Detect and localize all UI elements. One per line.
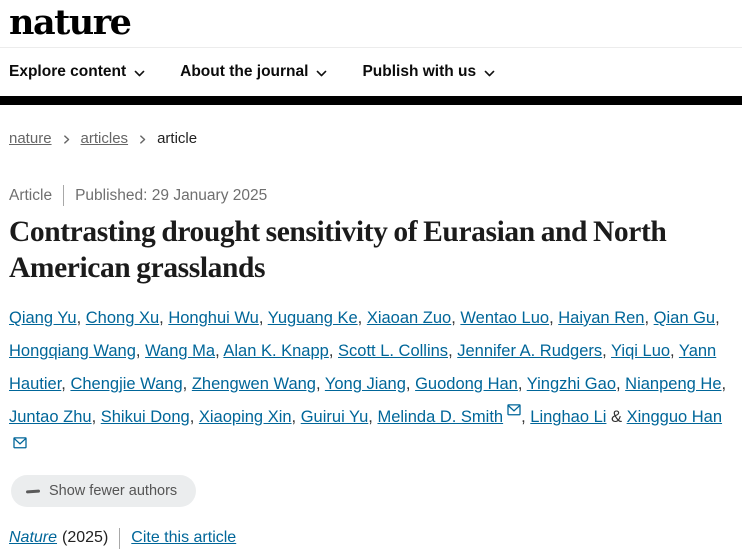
author-separator: , (451, 308, 461, 327)
author-separator: , (328, 341, 339, 360)
chevron-down-icon (483, 65, 496, 80)
chevron-down-icon (315, 65, 328, 80)
breadcrumb: nature articles article (0, 130, 742, 147)
author-separator: , (721, 374, 727, 393)
author-link[interactable]: Jennifer A. Rudgers (457, 341, 603, 360)
chevron-right-icon (61, 134, 72, 145)
author-link[interactable]: Chengjie Wang (70, 374, 183, 393)
author-link[interactable]: Yuguang Ke (267, 308, 358, 327)
author-list: Qiang Yu, Chong Xu, Honghui Wu, Yuguang … (0, 302, 736, 467)
author-separator: , (616, 374, 626, 393)
published-date: Published: 29 January 2025 (75, 186, 268, 204)
author-separator: , (291, 407, 301, 426)
author-separator: , (715, 308, 720, 327)
author-separator: & (606, 407, 627, 426)
author-separator: , (315, 374, 325, 393)
author-link[interactable]: Xiaoan Zuo (366, 308, 452, 327)
author-link[interactable]: Honghui Wu (168, 308, 259, 327)
author-link[interactable]: Melinda D. Smith (377, 407, 504, 426)
author-separator: , (258, 308, 268, 327)
citation-row: Nature (2025) Cite this article (0, 527, 742, 549)
author-link[interactable]: Guodong Han (415, 374, 518, 393)
chevron-right-icon (137, 134, 148, 145)
author-separator: , (521, 407, 531, 426)
author-link[interactable]: Zhengwen Wang (191, 374, 316, 393)
author-link[interactable]: Qian Gu (653, 308, 716, 327)
meta-divider (63, 185, 65, 206)
nav-about-the-journal[interactable]: About the journal (180, 63, 328, 81)
nav-explore-content[interactable]: Explore content (9, 63, 146, 81)
author-link[interactable]: Wang Ma (145, 341, 216, 360)
show-fewer-authors-button[interactable]: Show fewer authors (11, 474, 197, 507)
author-link[interactable]: Guirui Yu (300, 407, 369, 426)
author-link[interactable]: Xingguo Han (626, 407, 723, 426)
email-icon[interactable] (507, 404, 521, 416)
author-link[interactable]: Chong Xu (85, 308, 160, 327)
author-separator: , (602, 341, 612, 360)
author-separator: , (549, 308, 559, 327)
author-separator: , (159, 308, 169, 327)
nav-label: Publish with us (362, 63, 477, 80)
main-nav: Explore content About the journal Publis… (0, 48, 742, 96)
citation-divider (119, 527, 121, 549)
chevron-down-icon (133, 65, 146, 80)
author-link[interactable]: Qiang Yu (9, 308, 77, 327)
author-separator: , (135, 341, 146, 360)
breadcrumb-articles[interactable]: articles (80, 130, 129, 147)
page-title: Contrasting drought sensitivity of Euras… (9, 216, 667, 284)
author-link[interactable]: Yingzhi Gao (526, 374, 616, 393)
author-link[interactable]: Linghao Li (530, 407, 607, 426)
author-separator: , (448, 341, 458, 360)
article-type-label: Article (9, 186, 53, 204)
author-separator: , (91, 407, 101, 426)
nature-logo[interactable]: nature (9, 2, 132, 43)
author-link[interactable]: Haiyan Ren (558, 308, 645, 327)
email-icon[interactable] (13, 437, 27, 449)
author-link[interactable]: Yann Hautier (9, 341, 717, 393)
author-separator: , (517, 374, 527, 393)
author-separator: , (670, 341, 679, 360)
author-link[interactable]: Xiaoping Xin (198, 407, 292, 426)
minus-icon (25, 489, 41, 493)
author-separator: , (644, 308, 654, 327)
nav-label: Explore content (9, 63, 127, 80)
author-separator: , (215, 341, 224, 360)
cite-this-article-link[interactable]: Cite this article (131, 529, 237, 547)
author-link[interactable]: Scott L. Collins (338, 341, 449, 360)
author-separator: , (76, 308, 86, 327)
author-link[interactable]: Juntao Zhu (9, 407, 92, 426)
author-separator: , (405, 374, 416, 393)
author-link[interactable]: Yong Jiang (324, 374, 406, 393)
author-separator: , (357, 308, 367, 327)
author-link[interactable]: Yiqi Luo (611, 341, 671, 360)
citation-year: (2025) (62, 529, 109, 547)
header-divider (0, 47, 742, 48)
breadcrumb-article-current: article (157, 130, 198, 147)
author-link[interactable]: Nianpeng He (625, 374, 722, 393)
show-fewer-authors-label: Show fewer authors (49, 482, 178, 499)
author-link[interactable]: Alan K. Knapp (223, 341, 329, 360)
header: nature (0, 0, 742, 47)
author-separator: , (182, 374, 192, 393)
author-link[interactable]: Shikui Dong (100, 407, 190, 426)
article-meta: Article Published: 29 January 2025 (0, 185, 742, 206)
nav-label: About the journal (180, 63, 309, 80)
author-toggle-row: Show fewer authors (0, 474, 742, 507)
nav-publish-with-us[interactable]: Publish with us (362, 63, 496, 81)
author-link[interactable]: Wentao Luo (460, 308, 550, 327)
header-black-bar (0, 96, 742, 105)
author-separator: , (189, 407, 199, 426)
breadcrumb-nature[interactable]: nature (9, 130, 52, 147)
journal-link[interactable]: Nature (9, 529, 58, 547)
author-separator: , (61, 374, 71, 393)
author-link[interactable]: Hongqiang Wang (9, 341, 136, 360)
author-separator: , (368, 407, 378, 426)
